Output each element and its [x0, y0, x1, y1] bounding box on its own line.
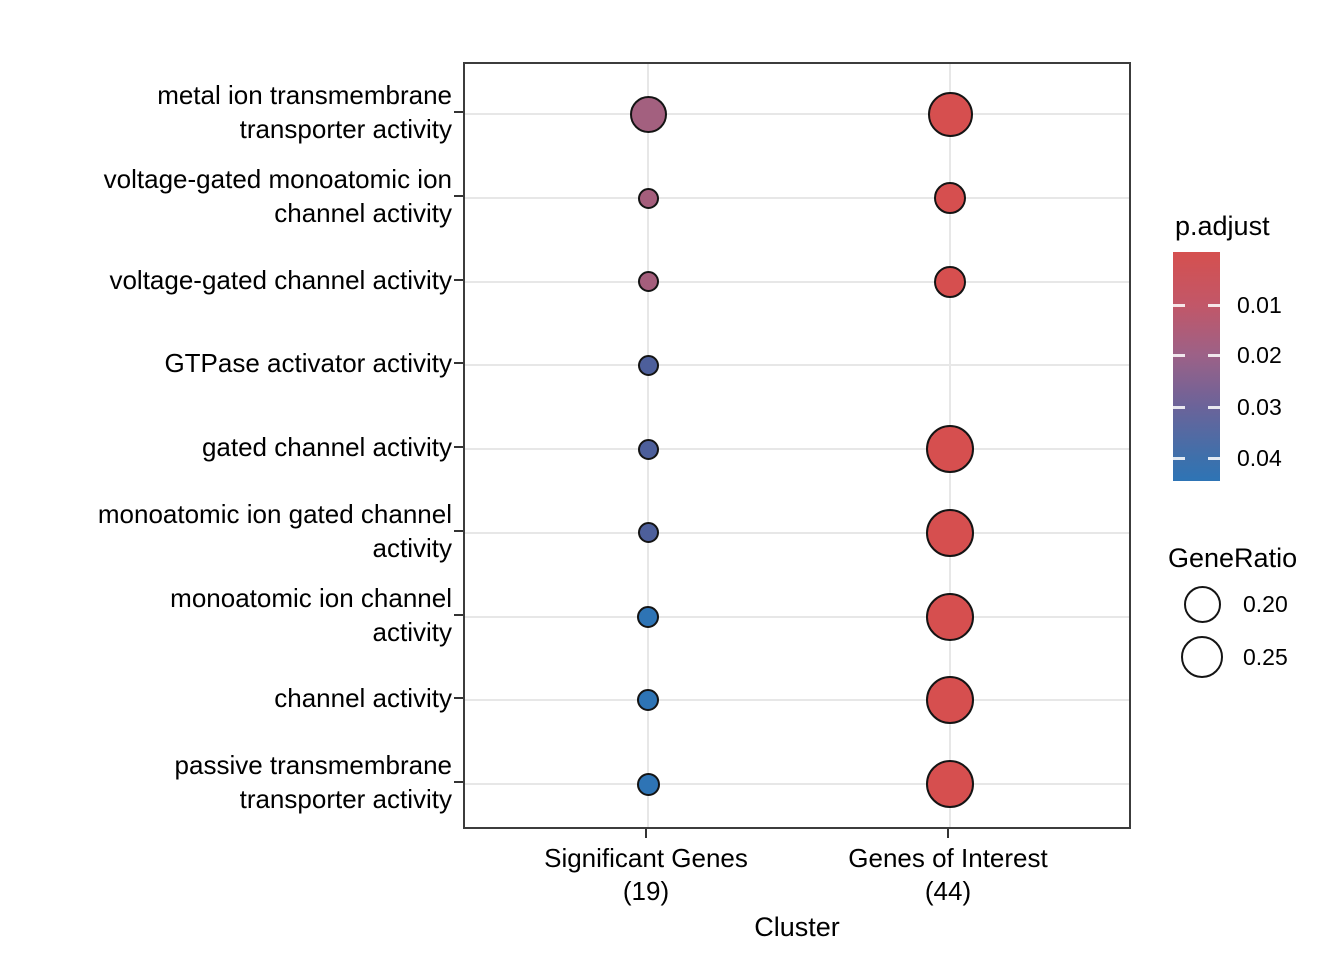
- data-point-dot: [926, 425, 974, 473]
- h-gridline: [465, 364, 1129, 366]
- y-axis-tick: [454, 111, 463, 113]
- data-point-dot: [926, 592, 974, 641]
- y-axis-label: GTPase activator activity: [164, 348, 452, 378]
- data-point-dot: [637, 187, 659, 209]
- colorbar-tick-left: [1173, 457, 1185, 460]
- generatio-legend-circle: [1183, 585, 1221, 623]
- colorbar-tick-left: [1173, 406, 1185, 409]
- colorbar-tick-right: [1208, 354, 1220, 357]
- y-axis-tick: [454, 529, 463, 532]
- colorbar-tick-right: [1208, 457, 1220, 460]
- colorbar-tick-label: 0.03: [1237, 394, 1282, 420]
- y-axis-tick: [454, 278, 463, 281]
- padjust-legend-title: p.adjust: [1175, 211, 1270, 241]
- y-axis-label: channel activity: [274, 683, 452, 713]
- y-axis-tick: [454, 613, 463, 616]
- x-axis-tick: [947, 829, 949, 838]
- generatio-legend-label: 0.25: [1243, 644, 1288, 670]
- generatio-legend-circle: [1181, 636, 1223, 678]
- y-axis-label: passive transmembrane transporter activit…: [174, 750, 452, 814]
- h-gridline: [465, 699, 1129, 701]
- data-point-dot: [637, 522, 659, 543]
- y-axis-tick: [454, 697, 463, 699]
- h-gridline: [465, 113, 1129, 115]
- colorbar-tick-right: [1208, 304, 1220, 307]
- data-point-dot: [629, 95, 667, 133]
- y-axis-label: monoatomic ion channel activity: [170, 582, 452, 647]
- y-axis-label: voltage-gated monoatomic ion channel acti…: [103, 164, 452, 228]
- y-axis-label: monoatomic ion gated channel activity: [97, 498, 452, 563]
- colorbar-tick-left: [1173, 354, 1185, 357]
- x-axis-label: Significant Genes (19): [544, 843, 748, 906]
- x-axis-title: Cluster: [754, 912, 840, 942]
- colorbar-tick-right: [1208, 406, 1220, 409]
- data-point-dot: [934, 265, 966, 298]
- y-axis-tick: [454, 195, 463, 197]
- plot-panel: [463, 62, 1131, 829]
- h-gridline: [465, 280, 1129, 283]
- data-point-dot: [934, 182, 966, 214]
- x-axis-label: Genes of Interest (44): [848, 843, 1048, 906]
- y-axis-tick: [454, 362, 463, 364]
- h-gridline: [465, 197, 1129, 199]
- data-point-dot: [926, 760, 974, 808]
- y-axis-label: metal ion transmembrane transporter activ…: [157, 80, 452, 144]
- data-point-dot: [637, 354, 659, 376]
- data-point-dot: [926, 508, 974, 557]
- colorbar-tick-left: [1173, 304, 1185, 307]
- generatio-legend-title: GeneRatio: [1168, 543, 1298, 573]
- y-axis-tick: [454, 446, 463, 448]
- h-gridline: [465, 531, 1129, 534]
- y-axis-label: gated channel activity: [201, 432, 452, 462]
- x-axis-tick: [645, 829, 647, 838]
- h-gridline: [465, 783, 1129, 785]
- data-point-dot: [926, 676, 974, 724]
- data-point-dot: [637, 271, 659, 292]
- data-point-dot: [637, 605, 659, 628]
- data-point-dot: [637, 438, 659, 460]
- padjust-colorbar: [1173, 252, 1220, 481]
- y-axis-label: voltage-gated channel activity: [109, 264, 452, 295]
- data-point-dot: [636, 772, 660, 796]
- h-gridline: [465, 615, 1129, 618]
- h-gridline: [465, 448, 1129, 450]
- data-point-dot: [927, 91, 973, 137]
- colorbar-tick-label: 0.01: [1237, 292, 1282, 318]
- generatio-legend-label: 0.20: [1243, 591, 1288, 617]
- colorbar-tick-label: 0.02: [1237, 342, 1282, 368]
- y-axis-tick: [454, 781, 463, 783]
- colorbar-tick-label: 0.04: [1237, 445, 1282, 471]
- data-point-dot: [637, 689, 659, 711]
